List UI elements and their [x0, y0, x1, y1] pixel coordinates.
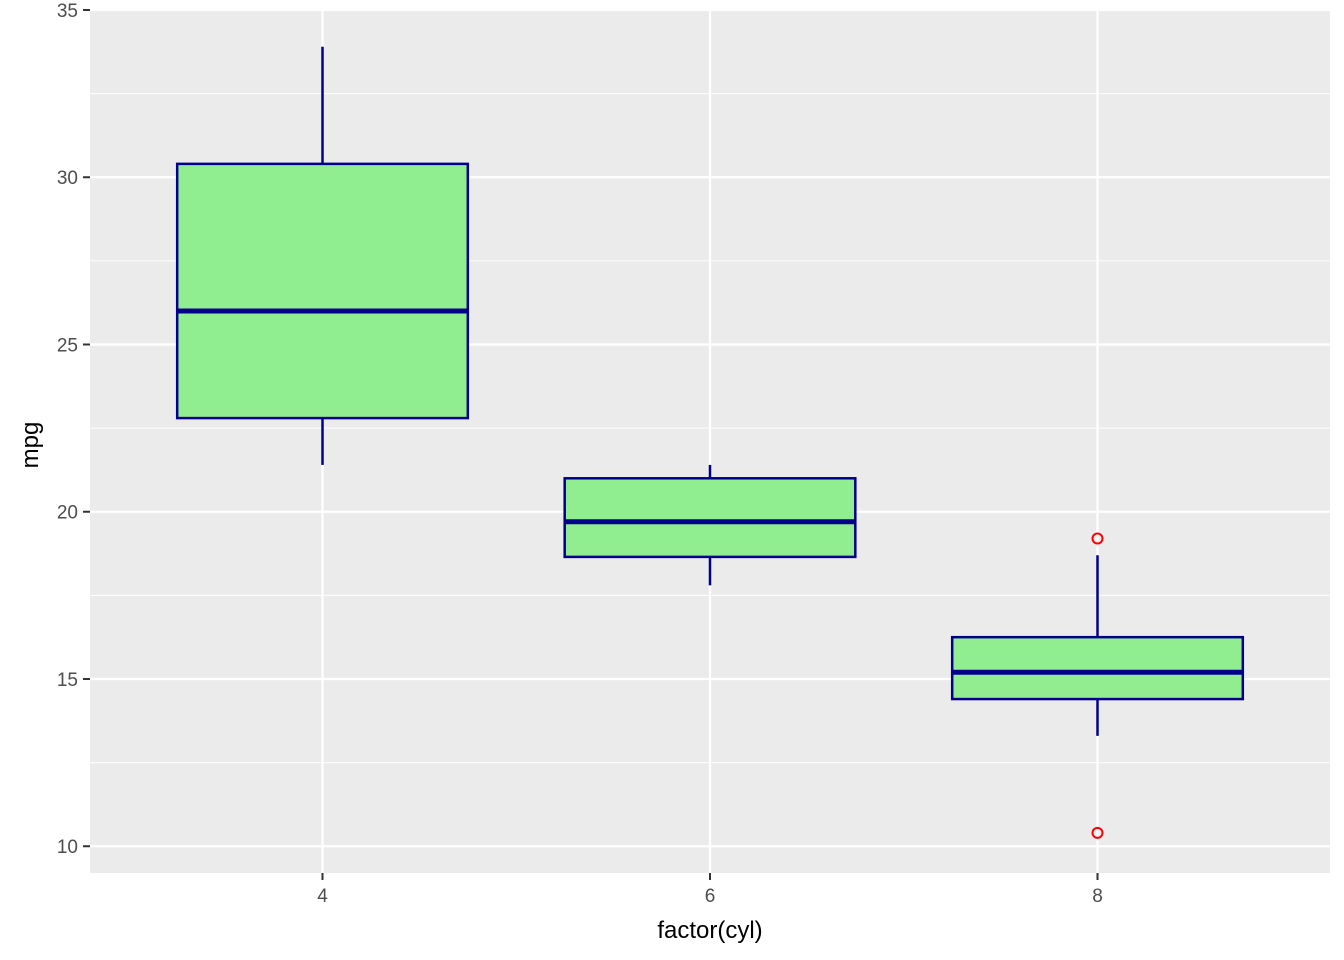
box-iqr — [950, 635, 1245, 701]
y-tick-label: 25 — [57, 335, 78, 356]
y-tick-label: 30 — [57, 168, 78, 189]
x-tick-label: 6 — [705, 886, 716, 907]
y-tick-label: 35 — [57, 1, 78, 22]
box-iqr — [563, 477, 857, 559]
y-tick-label: 15 — [57, 670, 78, 691]
outlier-point — [1091, 532, 1104, 545]
box-iqr — [175, 162, 470, 420]
x-tick-label: 4 — [317, 886, 328, 907]
x-tick-label: 8 — [1092, 886, 1103, 907]
boxes — [175, 46, 1245, 839]
y-tick-label: 20 — [57, 503, 78, 524]
y-axis-title: mpg — [17, 422, 44, 469]
outlier-point — [1091, 826, 1104, 839]
y-tick-label: 10 — [57, 837, 78, 858]
axes: 10 15 20 25 30 35 4 6 8 — [57, 1, 1103, 907]
x-axis-title: factor(cyl) — [657, 917, 762, 944]
